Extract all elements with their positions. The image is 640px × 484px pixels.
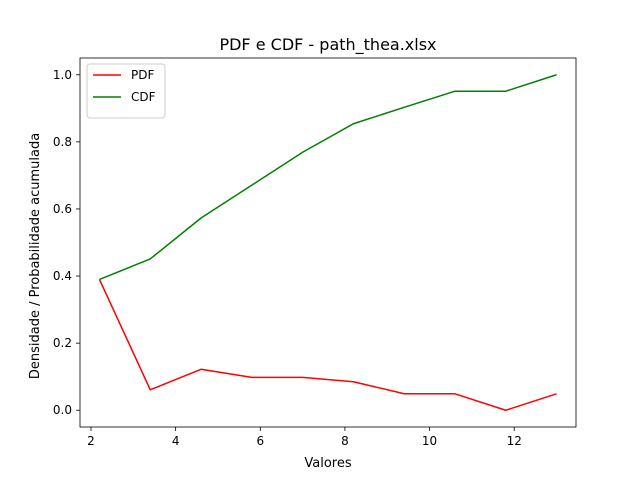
legend-label-pdf: PDF [131, 68, 154, 82]
series-line-cdf [99, 74, 557, 281]
y-tick-label: 1.0 [53, 68, 72, 82]
y-tick-label: 0.8 [53, 135, 72, 149]
series-line-pdf [98, 279, 557, 411]
legend-label-cdf: CDF [131, 90, 156, 104]
x-tick-label: 10 [422, 434, 437, 448]
x-tick-label: 8 [341, 434, 349, 448]
x-tick-label: 6 [256, 434, 264, 448]
y-tick-label: 0.4 [53, 269, 72, 283]
plot-frame [79, 57, 577, 428]
legend: PDF CDF [86, 63, 166, 119]
x-tick-label: 4 [172, 434, 180, 448]
y-axis-label: Densidade / Probabilidade acumulada [28, 133, 43, 379]
y-tick-label: 0.6 [53, 202, 72, 216]
y-tick-label: 0.2 [53, 336, 72, 350]
chart-title: PDF e CDF - path_thea.xlsx [219, 35, 436, 55]
x-axis-label: Valores [304, 456, 351, 471]
plot-lines [98, 74, 557, 411]
legend-box [86, 63, 166, 119]
y-tick-label: 0.0 [53, 403, 72, 417]
x-tick-label: 12 [507, 434, 522, 448]
x-tick-label: 2 [87, 434, 95, 448]
axes: 2 4 6 8 10 12 0.0 0.2 0.4 0.6 0.8 1.0 [53, 57, 577, 448]
